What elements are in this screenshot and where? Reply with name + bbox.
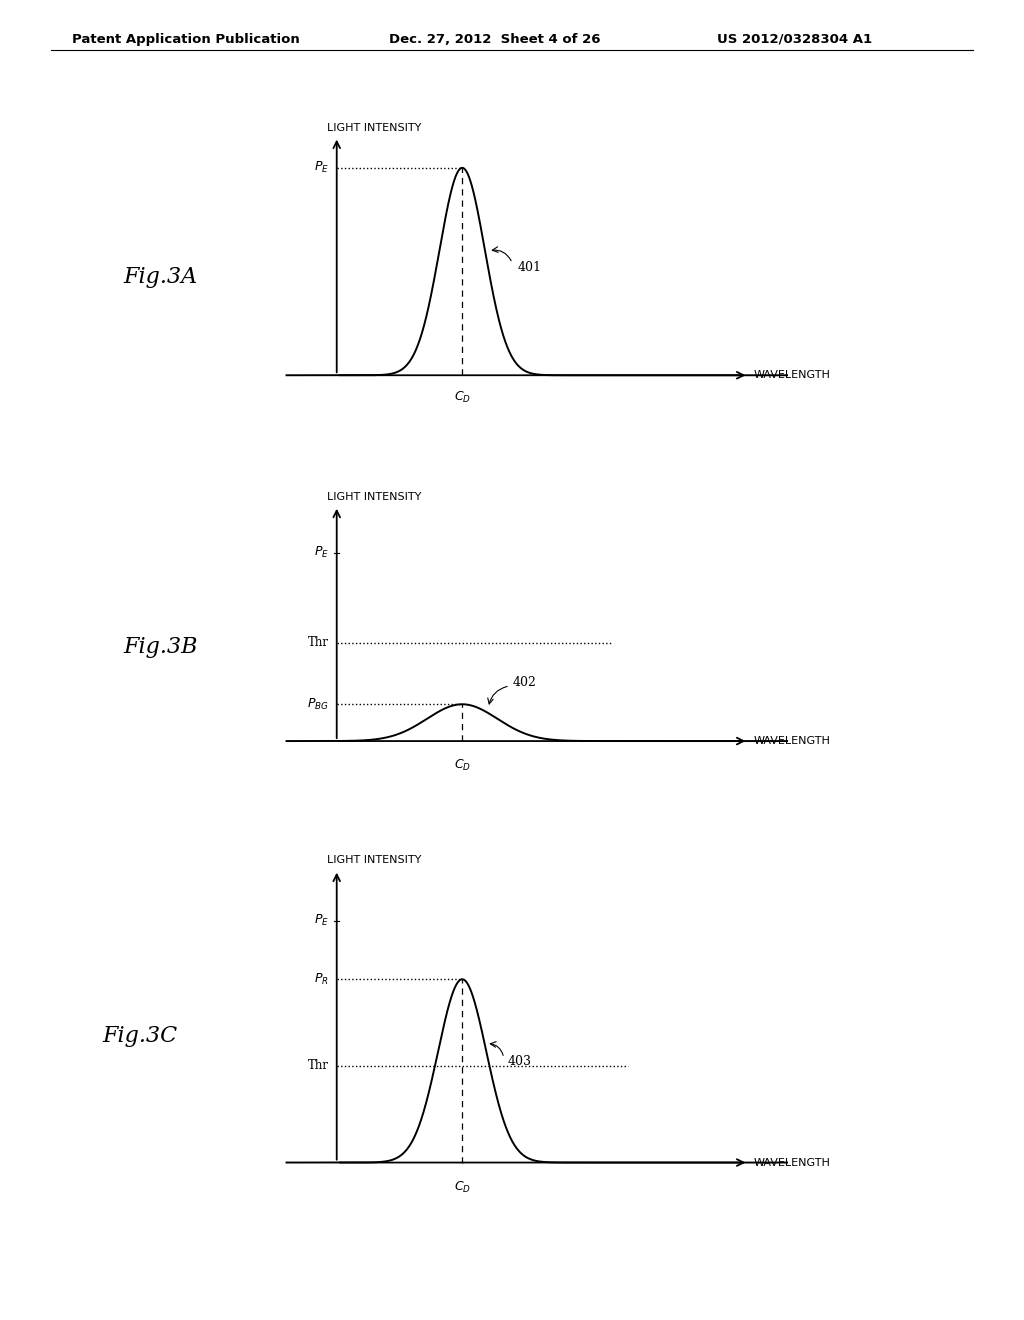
Text: Patent Application Publication: Patent Application Publication: [72, 33, 299, 46]
Text: Fig.3A: Fig.3A: [123, 267, 198, 288]
Text: LIGHT INTENSITY: LIGHT INTENSITY: [327, 492, 421, 502]
Text: $C_D$: $C_D$: [454, 389, 471, 405]
Text: Thr: Thr: [308, 636, 329, 649]
Text: $C_D$: $C_D$: [454, 758, 471, 772]
Text: Fig.3B: Fig.3B: [123, 636, 198, 657]
Text: WAVELENGTH: WAVELENGTH: [754, 1158, 830, 1168]
Text: $C_D$: $C_D$: [454, 1180, 471, 1196]
Text: $P_E$: $P_E$: [314, 160, 329, 176]
Text: $P_E$: $P_E$: [314, 913, 329, 928]
Text: 403: 403: [507, 1055, 531, 1068]
Text: Fig.3C: Fig.3C: [102, 1026, 177, 1047]
Text: 402: 402: [512, 676, 537, 689]
Text: Dec. 27, 2012  Sheet 4 of 26: Dec. 27, 2012 Sheet 4 of 26: [389, 33, 601, 46]
Text: LIGHT INTENSITY: LIGHT INTENSITY: [327, 854, 421, 865]
Text: Thr: Thr: [308, 1060, 329, 1072]
Text: US 2012/0328304 A1: US 2012/0328304 A1: [717, 33, 871, 46]
Text: WAVELENGTH: WAVELENGTH: [754, 370, 830, 380]
Text: $P_{BG}$: $P_{BG}$: [307, 697, 329, 711]
Text: 401: 401: [517, 261, 542, 273]
Text: $P_R$: $P_R$: [314, 972, 329, 987]
Text: $P_E$: $P_E$: [314, 545, 329, 561]
Text: LIGHT INTENSITY: LIGHT INTENSITY: [327, 123, 421, 132]
Text: WAVELENGTH: WAVELENGTH: [754, 737, 830, 746]
